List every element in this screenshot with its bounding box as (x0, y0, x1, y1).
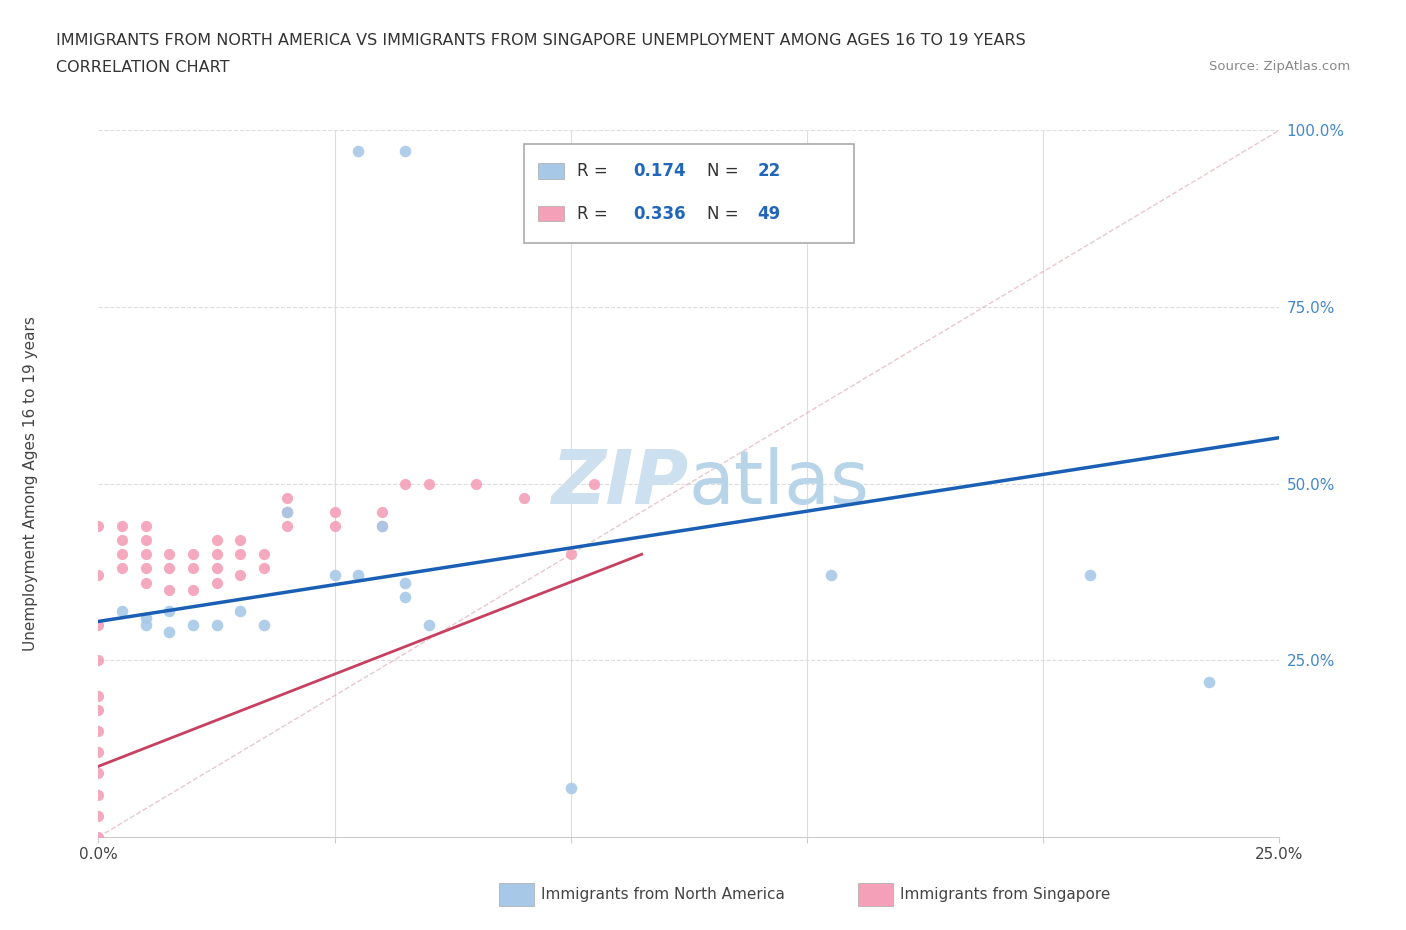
Point (205, 618, 228, 632)
Point (394, 144, 416, 159)
Text: R =: R = (576, 162, 613, 180)
Point (323, 519, 346, 534)
Point (135, 575, 157, 590)
Point (135, 533, 157, 548)
Point (205, 561, 228, 576)
Point (820, 568, 842, 583)
Point (87, 519, 110, 534)
Text: N =: N = (707, 162, 744, 180)
Point (205, 533, 228, 548)
Text: Unemployment Among Ages 16 to 19 years: Unemployment Among Ages 16 to 19 years (24, 316, 38, 651)
FancyBboxPatch shape (523, 144, 855, 244)
Point (253, 618, 276, 632)
Point (205, 547, 228, 562)
Text: N =: N = (707, 205, 744, 222)
Point (111, 604, 134, 618)
Point (157, 561, 180, 576)
Point (371, 504, 394, 519)
Point (583, 476, 606, 491)
Point (394, 575, 416, 590)
Point (87, 808, 110, 823)
Text: Source: ZipAtlas.com: Source: ZipAtlas.com (1209, 60, 1350, 73)
Text: 49: 49 (758, 205, 780, 222)
Text: ZIP: ZIP (551, 447, 689, 520)
Text: IMMIGRANTS FROM NORTH AMERICA VS IMMIGRANTS FROM SINGAPORE UNEMPLOYMENT AMONG AG: IMMIGRANTS FROM NORTH AMERICA VS IMMIGRA… (56, 33, 1026, 47)
Point (253, 547, 276, 562)
Point (87, 766, 110, 781)
Point (135, 547, 157, 562)
Point (371, 519, 394, 534)
Point (111, 533, 134, 548)
Point (87, 702, 110, 717)
Point (87, 618, 110, 632)
Point (229, 568, 252, 583)
FancyBboxPatch shape (537, 206, 564, 221)
Point (418, 476, 440, 491)
Point (157, 547, 180, 562)
Point (465, 476, 488, 491)
Point (394, 590, 416, 604)
Point (111, 561, 134, 576)
Point (181, 582, 204, 597)
Point (181, 561, 204, 576)
Point (229, 533, 252, 548)
Point (229, 547, 252, 562)
Point (276, 519, 298, 534)
Point (512, 490, 534, 505)
Point (135, 610, 157, 625)
Point (418, 618, 440, 632)
Point (87, 688, 110, 703)
Point (347, 568, 370, 583)
Point (87, 568, 110, 583)
Text: CORRELATION CHART: CORRELATION CHART (56, 60, 229, 75)
Point (205, 575, 228, 590)
Point (229, 604, 252, 618)
Point (276, 504, 298, 519)
Point (135, 618, 157, 632)
Point (181, 547, 204, 562)
Point (87, 724, 110, 738)
Point (157, 582, 180, 597)
Point (87, 745, 110, 760)
Point (87, 653, 110, 668)
Point (323, 504, 346, 519)
Point (1080, 568, 1102, 583)
Text: 0.174: 0.174 (634, 162, 686, 180)
Point (111, 547, 134, 562)
Point (276, 504, 298, 519)
Text: 0.336: 0.336 (634, 205, 686, 222)
Point (111, 519, 134, 534)
Point (253, 561, 276, 576)
Point (1198, 674, 1220, 689)
Point (394, 476, 416, 491)
Point (135, 519, 157, 534)
Point (157, 604, 180, 618)
Point (135, 561, 157, 576)
Point (560, 547, 582, 562)
Text: R =: R = (576, 205, 613, 222)
Point (323, 568, 346, 583)
Text: atlas: atlas (689, 447, 870, 520)
Point (347, 144, 370, 159)
Point (87, 787, 110, 802)
Text: 22: 22 (758, 162, 780, 180)
Point (181, 618, 204, 632)
Point (371, 519, 394, 534)
Point (87, 830, 110, 844)
Point (560, 780, 582, 795)
Point (276, 490, 298, 505)
Text: Immigrants from North America: Immigrants from North America (541, 887, 785, 902)
Point (157, 625, 180, 640)
FancyBboxPatch shape (537, 164, 564, 179)
Text: Immigrants from Singapore: Immigrants from Singapore (900, 887, 1111, 902)
